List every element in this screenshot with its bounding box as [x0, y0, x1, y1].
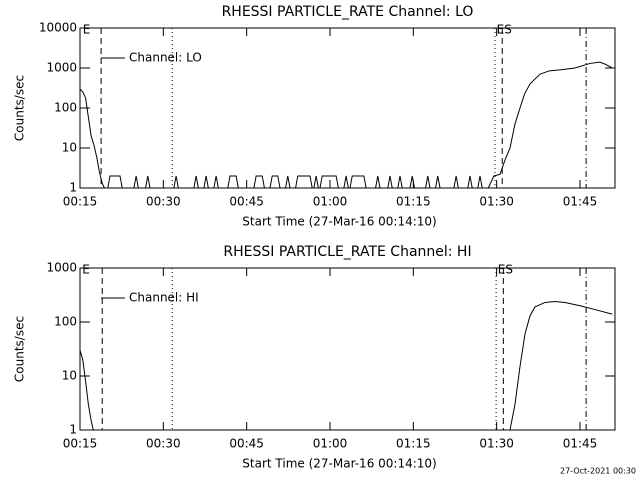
- y-tick-label: 1: [69, 423, 77, 437]
- x-tick-label: 01:45: [563, 437, 598, 451]
- y-tick-label: 10000: [39, 21, 77, 35]
- plot-title: RHESSI PARTICLE_RATE Channel: LO: [222, 4, 474, 20]
- x-tick-label: 00:30: [146, 195, 181, 209]
- plot-title: RHESSI PARTICLE_RATE Channel: HI: [223, 244, 471, 260]
- x-tick-label: 01:45: [563, 195, 598, 209]
- y-axis-label: Counts/sec: [13, 75, 27, 141]
- y-tick-label: 100: [54, 315, 77, 329]
- x-axis-label: Start Time (27-Mar-16 00:14:10): [242, 457, 436, 471]
- y-tick-label: 100: [54, 101, 77, 115]
- x-tick-label: 01:15: [396, 437, 431, 451]
- event-label: E: [82, 263, 90, 277]
- y-tick-label: 1: [69, 181, 77, 195]
- x-tick-label: 00:45: [229, 437, 264, 451]
- x-axis-label: Start Time (27-Mar-16 00:14:10): [242, 215, 436, 229]
- x-tick-label: 01:15: [396, 195, 431, 209]
- x-tick-label: 01:00: [313, 195, 348, 209]
- event-label: E: [83, 23, 91, 37]
- y-tick-label: 10: [62, 369, 77, 383]
- event-label: ES: [497, 23, 512, 37]
- footer-date: 27-Oct-2021 00:30: [560, 467, 636, 476]
- data-line: [80, 300, 613, 430]
- event-label: ES: [498, 263, 513, 277]
- y-tick-label: 10: [62, 141, 77, 155]
- x-tick-label: 00:45: [229, 195, 264, 209]
- legend-label: Channel: LO: [129, 51, 202, 65]
- data-line: [80, 61, 613, 188]
- y-axis-label: Counts/sec: [13, 316, 27, 382]
- x-tick-label: 00:15: [63, 195, 98, 209]
- axis-box: [79, 27, 616, 189]
- plot-panel: RHESSI PARTICLE_RATE Channel: HI Start Ti…: [13, 244, 616, 471]
- y-tick-label: 1000: [46, 61, 77, 75]
- x-tick-label: 01:30: [479, 195, 514, 209]
- x-tick-label: 00:15: [63, 437, 98, 451]
- plot-panel: RHESSI PARTICLE_RATE Channel: LO Start Ti…: [13, 4, 616, 229]
- axis-box: [79, 267, 616, 431]
- legend-label: Channel: HI: [129, 291, 199, 305]
- x-tick-label: 01:00: [313, 437, 348, 451]
- x-tick-label: 00:30: [146, 437, 181, 451]
- x-tick-label: 01:30: [479, 437, 514, 451]
- y-tick-label: 1000: [46, 261, 77, 275]
